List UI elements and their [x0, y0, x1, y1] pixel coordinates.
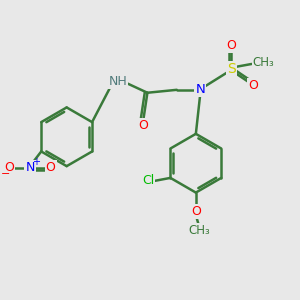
Text: N: N	[195, 83, 205, 96]
Text: O: O	[46, 161, 56, 174]
Text: O: O	[191, 205, 201, 218]
Text: O: O	[248, 79, 258, 92]
Text: CH₃: CH₃	[188, 224, 210, 237]
Text: O: O	[4, 161, 14, 174]
Text: S: S	[227, 62, 236, 76]
Text: CH₃: CH₃	[253, 56, 274, 69]
Text: Cl: Cl	[142, 174, 154, 187]
Text: O: O	[226, 39, 236, 52]
Text: N: N	[26, 161, 35, 174]
Text: −: −	[1, 169, 10, 179]
Text: NH: NH	[109, 74, 128, 88]
Text: O: O	[138, 119, 148, 132]
Text: +: +	[32, 157, 40, 167]
